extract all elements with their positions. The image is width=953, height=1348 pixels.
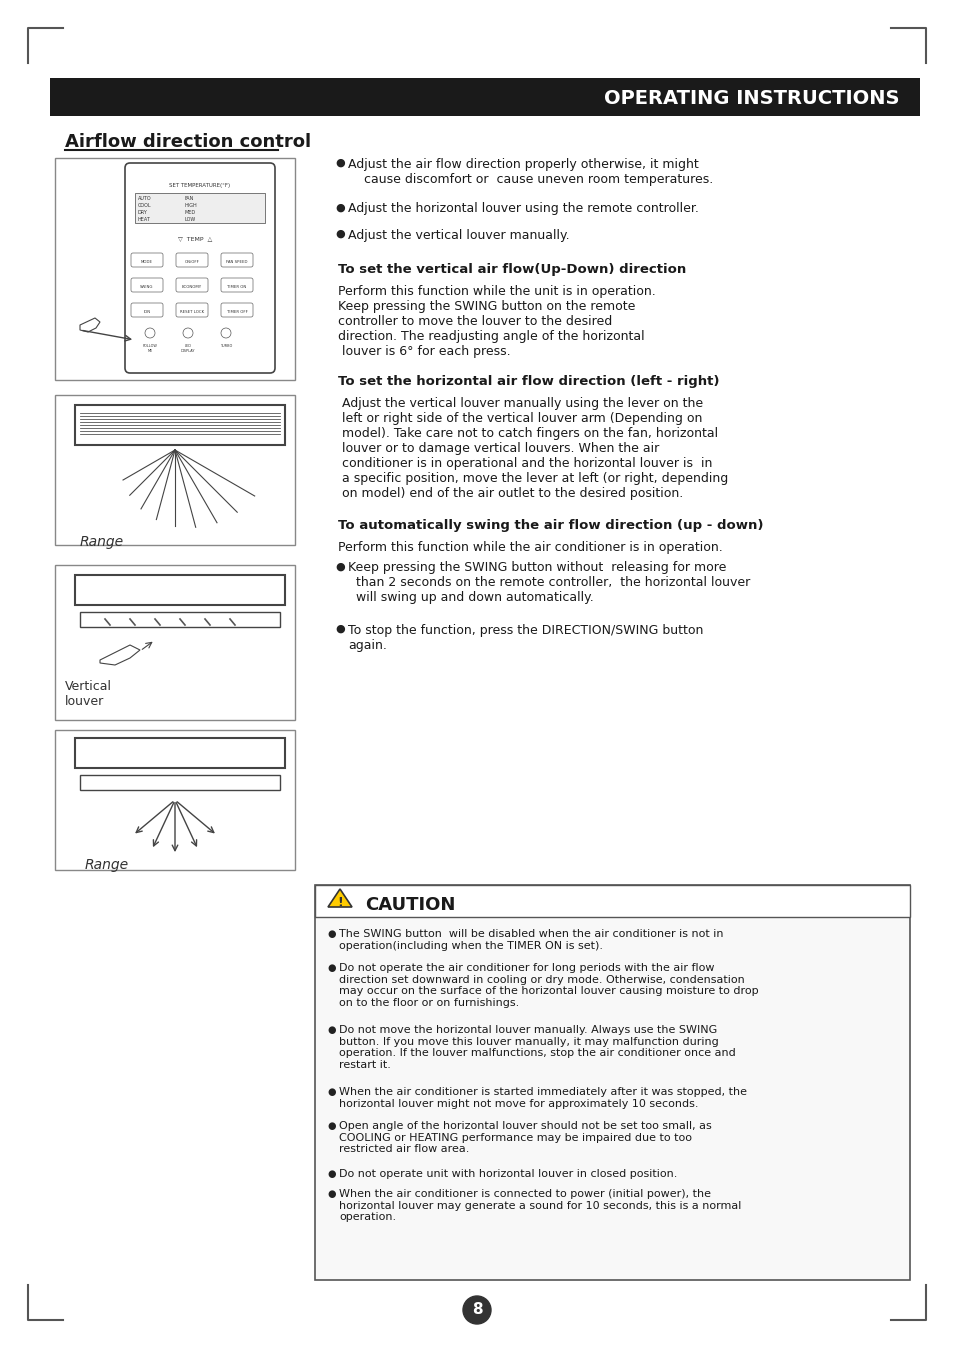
Text: Open angle of the horizontal louver should not be set too small, as
COOLING or H: Open angle of the horizontal louver shou… [338,1122,711,1154]
FancyBboxPatch shape [131,278,163,293]
Text: ●: ● [327,1122,335,1131]
Text: Do not operate unit with horizontal louver in closed position.: Do not operate unit with horizontal louv… [338,1169,677,1180]
Text: Range: Range [85,857,129,872]
Circle shape [145,328,154,338]
Polygon shape [328,888,352,907]
Text: LOW: LOW [185,217,196,222]
Text: ●: ● [335,229,344,239]
Bar [55,565,294,720]
Text: Keep pressing the SWING button without  releasing for more
  than 2 seconds on t: Keep pressing the SWING button without r… [348,561,749,604]
Bar [80,612,280,627]
Bar [50,78,919,116]
Bar [314,886,909,1281]
Bar [75,576,285,605]
Bar [75,404,285,445]
Circle shape [183,328,193,338]
Text: ●: ● [335,202,344,213]
Text: AUTO: AUTO [138,195,152,201]
Text: COOL: COOL [138,204,152,208]
FancyBboxPatch shape [175,303,208,317]
Text: To set the vertical air flow(Up-Down) direction: To set the vertical air flow(Up-Down) di… [337,263,685,276]
Text: ●: ● [335,158,344,168]
Text: SWING: SWING [140,284,153,288]
Text: Adjust the horizontal louver using the remote controller.: Adjust the horizontal louver using the r… [348,202,699,216]
Text: TIMER ON: TIMER ON [227,284,247,288]
Text: !: ! [336,896,342,910]
Text: ●: ● [335,624,344,634]
Text: ●: ● [327,1086,335,1097]
Text: Adjust the air flow direction properly otherwise, it might
    cause discomfort : Adjust the air flow direction properly o… [348,158,713,186]
Text: To stop the function, press the DIRECTION/SWING button
again.: To stop the function, press the DIRECTIO… [348,624,702,651]
Text: Do not operate the air conditioner for long periods with the air flow
direction : Do not operate the air conditioner for l… [338,962,758,1008]
Text: CAUTION: CAUTION [365,896,455,914]
FancyBboxPatch shape [125,163,274,373]
Circle shape [462,1295,491,1324]
FancyBboxPatch shape [221,303,253,317]
Text: ●: ● [327,1024,335,1035]
Bar [55,158,294,380]
Bar [55,395,294,545]
Bar [75,737,285,768]
Bar [314,886,909,917]
Text: MED: MED [185,210,196,214]
Text: HEAT: HEAT [138,217,151,222]
Text: MODE: MODE [141,260,152,264]
Text: FOLLOW
ME: FOLLOW ME [142,344,157,353]
FancyBboxPatch shape [131,253,163,267]
Text: ON/OFF: ON/OFF [184,260,199,264]
Text: Perform this function while the air conditioner is in operation.: Perform this function while the air cond… [337,541,722,554]
Text: Adjust the vertical louver manually.: Adjust the vertical louver manually. [348,229,569,241]
Text: ●: ● [327,1189,335,1198]
Text: Do not move the horizontal louver manually. Always use the SWING
button. If you : Do not move the horizontal louver manual… [338,1024,735,1070]
Text: RESET LOCK: RESET LOCK [180,310,204,314]
Text: LED
DISPLAY: LED DISPLAY [180,344,195,353]
Text: To automatically swing the air flow direction (up - down): To automatically swing the air flow dire… [337,519,762,532]
Text: ●: ● [327,962,335,973]
Text: Range: Range [80,535,124,549]
Text: DRY: DRY [138,210,148,214]
FancyBboxPatch shape [175,278,208,293]
Text: ●: ● [327,929,335,940]
FancyBboxPatch shape [221,253,253,267]
Text: ION: ION [143,310,151,314]
FancyBboxPatch shape [221,278,253,293]
Text: SET TEMPERATURE(°F): SET TEMPERATURE(°F) [170,183,231,187]
Text: 8: 8 [471,1302,482,1317]
Text: ▽  TEMP  △: ▽ TEMP △ [177,236,212,241]
Text: When the air conditioner is started immediately after it was stopped, the
horizo: When the air conditioner is started imme… [338,1086,746,1108]
Text: The SWING button  will be disabled when the air conditioner is not in
operation(: The SWING button will be disabled when t… [338,929,722,950]
Text: Vertical
louver: Vertical louver [65,679,112,708]
Text: Perform this function while the unit is in operation.
Keep pressing the SWING bu: Perform this function while the unit is … [337,286,655,359]
Bar [55,731,294,869]
Polygon shape [80,318,100,332]
Text: OPERATING INSTRUCTIONS: OPERATING INSTRUCTIONS [604,89,899,108]
Text: ECONOMY: ECONOMY [182,284,202,288]
Text: When the air conditioner is connected to power (initial power), the
horizontal l: When the air conditioner is connected to… [338,1189,740,1223]
Bar [135,193,265,222]
FancyBboxPatch shape [131,303,163,317]
Text: FAN: FAN [185,195,194,201]
Text: Airflow direction control: Airflow direction control [65,133,311,151]
Text: TIMER OFF: TIMER OFF [226,310,247,314]
Text: To set the horizontal air flow direction (left - right): To set the horizontal air flow direction… [337,375,719,388]
Text: Adjust the vertical louver manually using the lever on the
 left or right side o: Adjust the vertical louver manually usin… [337,398,727,500]
FancyBboxPatch shape [175,253,208,267]
Text: TURBO: TURBO [219,344,232,348]
Circle shape [221,328,231,338]
Bar [80,775,280,790]
Text: ●: ● [327,1169,335,1180]
Text: ●: ● [335,561,344,572]
Text: FAN SPEED: FAN SPEED [226,260,248,264]
Text: HIGH: HIGH [185,204,197,208]
Polygon shape [100,644,140,665]
